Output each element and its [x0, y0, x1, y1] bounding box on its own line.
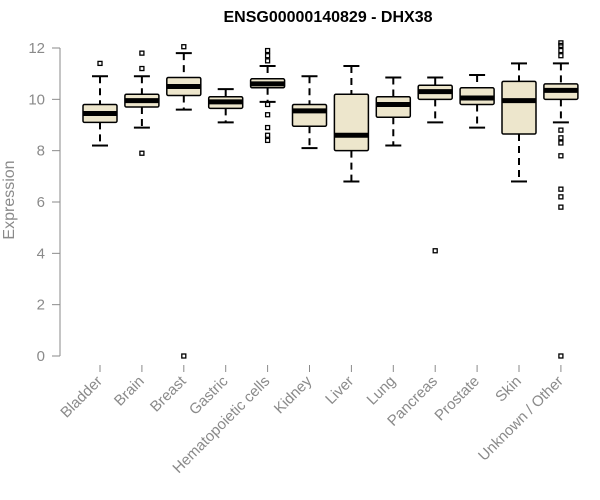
outlier-point [558, 204, 564, 210]
outlier-point [264, 101, 271, 108]
outlier-point [139, 150, 145, 156]
x-tick-label: Kidney [271, 372, 316, 417]
iqr-box [375, 96, 412, 119]
iqr-box [333, 93, 370, 152]
outlier-point [264, 137, 271, 144]
outlier-point [264, 132, 271, 138]
outlier-point [558, 186, 564, 192]
y-tick-label: 10 [28, 91, 45, 108]
x-tick-label: Breast [147, 372, 190, 415]
x-tick-label: Skin [492, 373, 525, 406]
box-pancreas [417, 76, 453, 254]
outlier-point [264, 58, 271, 64]
y-tick-label: 2 [37, 297, 45, 314]
outlier-point [139, 50, 145, 56]
box-kidney [291, 75, 328, 150]
y-axis-label: Expression [1, 160, 18, 239]
y-tick-label: 8 [37, 143, 45, 160]
box-skin [501, 62, 537, 183]
outlier-point [264, 53, 271, 59]
outlier-point [558, 140, 564, 146]
box-liver [333, 64, 370, 183]
box-brain [124, 50, 160, 156]
box-breast [166, 44, 202, 359]
box-bladder [82, 60, 118, 147]
iqr-box [501, 80, 537, 135]
y-tick-label: 12 [28, 40, 45, 57]
x-tick-label: Lung [364, 373, 400, 409]
x-tick-label: Prostate [431, 373, 483, 425]
x-tick-label: Liver [322, 373, 357, 408]
chart-title: ENSG00000140829 - DHX38 [223, 9, 432, 26]
outlier-point [558, 353, 564, 359]
outlier-point [558, 194, 564, 200]
outlier-point [558, 135, 564, 141]
y-tick-label: 6 [37, 194, 45, 211]
outlier-point [97, 60, 103, 67]
y-axis-ticks: 0 2 4 6 8 10 12 [28, 40, 60, 365]
box-hematopoietic-cells [249, 47, 286, 144]
box-prostate [459, 73, 495, 129]
box-gastric [207, 88, 244, 124]
box-lung [375, 76, 412, 147]
iqr-box [291, 103, 328, 128]
outlier-point [558, 53, 564, 59]
x-tick-label: Brain [111, 373, 148, 410]
outlier-point [181, 353, 187, 359]
y-tick-label: 0 [37, 348, 45, 365]
outlier-point [432, 248, 438, 254]
outlier-point [139, 65, 145, 72]
x-tick-label: Bladder [57, 373, 106, 422]
outlier-point [558, 127, 564, 133]
boxes-group [82, 40, 579, 359]
outlier-point [181, 44, 187, 50]
outlier-point [264, 124, 271, 131]
box-unknown-other [543, 40, 579, 359]
outlier-point [558, 47, 564, 54]
outlier-point [558, 153, 564, 159]
outlier-point [264, 47, 271, 54]
outlier-point [264, 112, 271, 118]
outlier-point [558, 40, 564, 46]
y-tick-label: 4 [37, 245, 45, 262]
